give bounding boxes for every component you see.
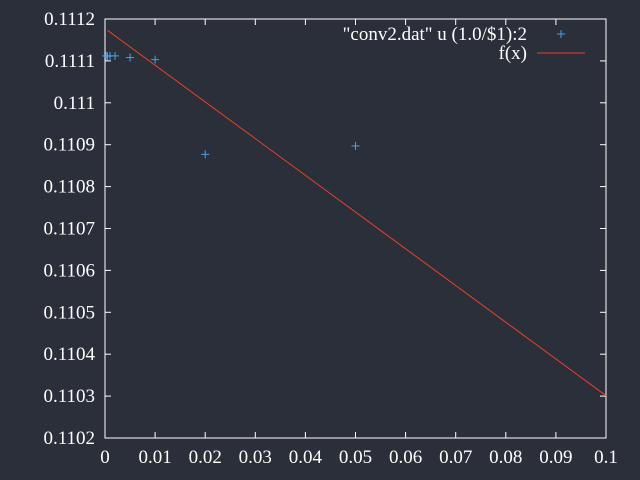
plot-border <box>104 18 607 439</box>
x-tick-label: 0 <box>100 447 110 468</box>
x-tick-label: 0.06 <box>389 447 422 468</box>
series-layer <box>102 29 607 397</box>
data-point <box>126 53 135 62</box>
data-point <box>201 150 210 159</box>
legend-label: "conv2.dat" u (1.0/$1):2 <box>343 24 527 45</box>
x-tick-label: 0.07 <box>439 447 472 468</box>
data-point <box>351 141 360 150</box>
y-tick-label: 0.1106 <box>43 260 95 281</box>
legend: "conv2.dat" u (1.0/$1):2f(x) <box>343 24 585 64</box>
y-tick-label: 0.111 <box>54 93 95 114</box>
x-tick-label: 0.02 <box>189 447 222 468</box>
x-tick-label: 0.04 <box>289 447 323 468</box>
y-tick-label: 0.1108 <box>43 177 95 198</box>
y-tick-label: 0.1107 <box>43 219 95 240</box>
y-tick-label: 0.1111 <box>45 51 95 72</box>
y-tick-label: 0.1103 <box>43 386 95 407</box>
x-tick-label: 0.05 <box>339 447 372 468</box>
legend-point-swatch <box>557 30 565 38</box>
legend-label: f(x) <box>499 43 527 64</box>
data-point <box>151 55 160 64</box>
y-tick-label: 0.1104 <box>43 344 95 365</box>
fit-line <box>107 29 607 397</box>
y-tick-label: 0.1109 <box>43 135 95 156</box>
x-tick-label: 0.1 <box>594 447 618 468</box>
x-tick-label: 0.09 <box>539 447 572 468</box>
axis-ticks: 0 0.01 0.02 0.03 0.04 0.05 0.06 0.07 0.08 0.09 0.1… <box>43 9 617 468</box>
y-tick-label: 0.1112 <box>44 9 95 30</box>
y-tick-label: 0.1105 <box>43 302 95 323</box>
data-point <box>111 51 120 60</box>
y-tick-label: 0.1102 <box>43 428 95 449</box>
x-tick-label: 0.03 <box>239 447 272 468</box>
x-tick-label: 0.08 <box>489 447 522 468</box>
x-tick-label: 0.01 <box>138 447 171 468</box>
